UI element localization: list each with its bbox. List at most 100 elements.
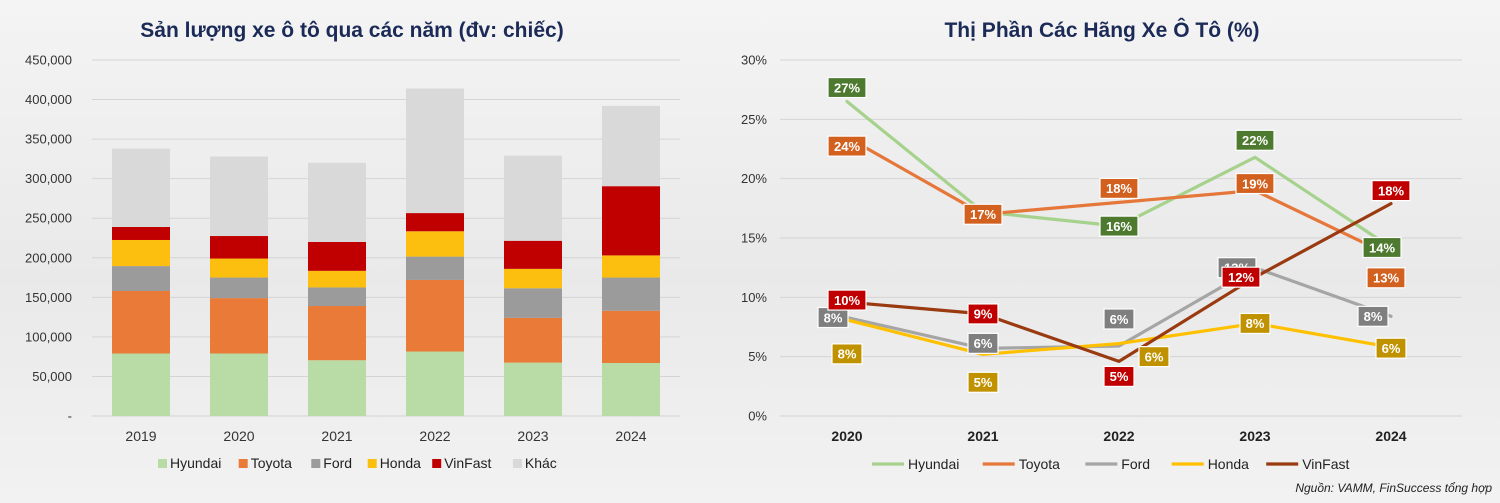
data-label-box — [967, 303, 999, 325]
data-label: 12% — [1221, 266, 1261, 288]
data-label-box — [1103, 308, 1135, 330]
bar-segment — [602, 362, 660, 416]
data-label-box — [1239, 312, 1271, 335]
data-label-text: 18% — [1378, 183, 1404, 198]
bar-segment — [406, 231, 464, 257]
bar-segment — [112, 291, 170, 354]
legend-label: Ford — [323, 455, 352, 471]
legend-label: Honda — [1208, 456, 1249, 472]
bar-series — [112, 88, 660, 416]
bar-x-tick-label: 2019 — [125, 428, 156, 444]
bar-segment — [406, 213, 464, 232]
data-label-text: 9% — [974, 307, 993, 322]
data-label-text: 17% — [970, 207, 996, 222]
legend-label: Honda — [380, 455, 421, 471]
bar-segment — [504, 155, 562, 241]
line-x-axis: 2020 2021 2022 2023 2024 — [831, 428, 1406, 444]
line-y-tick-label: 25% — [741, 112, 767, 127]
series-line — [845, 135, 1393, 258]
data-label-box — [1235, 129, 1275, 151]
bar-chart-title: Sản lượng xe ô tô qua các năm (đv: chiếc… — [140, 19, 563, 42]
data-label-text: 6% — [1145, 349, 1164, 364]
legend-swatch — [238, 459, 248, 468]
data-label-box — [827, 289, 867, 311]
bar-segment — [406, 279, 464, 352]
line-y-tick-label: 5% — [748, 349, 767, 364]
legend-label: Hyundai — [170, 455, 221, 471]
legend-swatch — [367, 459, 377, 468]
legend-label: Toyota — [251, 455, 292, 471]
bar-segment — [112, 266, 170, 292]
legend-label: Khác — [525, 455, 557, 471]
legend-label: Hyundai — [908, 456, 959, 472]
bar-segment — [210, 277, 268, 299]
data-label-box — [827, 76, 867, 99]
bar-segment — [308, 287, 366, 307]
bar-y-tick-label: 150,000 — [25, 290, 72, 305]
series-line — [845, 202, 1393, 363]
data-label: 24% — [827, 135, 867, 157]
legend-label: VinFast — [1302, 456, 1349, 472]
data-label-box — [1103, 365, 1135, 388]
data-label-box — [1235, 172, 1275, 195]
bar-segment — [308, 360, 366, 416]
bar-segment — [504, 288, 562, 318]
data-label-box — [1099, 215, 1139, 237]
data-label-box — [1138, 346, 1170, 368]
bar-legend: Hyundai Toyota Ford Honda VinFast Khác — [158, 455, 557, 471]
legend-label: Toyota — [1019, 456, 1060, 472]
bar-segment — [504, 362, 562, 416]
bar-segment — [308, 270, 366, 288]
bar-y-tick-label: 400,000 — [25, 92, 72, 107]
data-label-box — [967, 371, 999, 393]
line-x-tick-label: 2023 — [1239, 428, 1270, 444]
data-label: 16% — [1099, 215, 1139, 237]
data-label: 6% — [1103, 308, 1135, 330]
bar-segment — [504, 268, 562, 289]
data-label-text: 6% — [974, 336, 993, 351]
data-label: 10% — [827, 289, 867, 311]
data-label: 8% — [1239, 312, 1271, 335]
legend-label: Ford — [1121, 456, 1150, 472]
legend-swatch — [432, 459, 442, 468]
series-line — [845, 318, 1393, 356]
bar-segment — [112, 226, 170, 240]
bar-segment — [602, 277, 660, 311]
line-y-tick-label: 30% — [741, 53, 767, 68]
bar-segment — [112, 148, 170, 227]
line-y-tick-label: 15% — [741, 231, 767, 246]
bar-y-tick-label: 200,000 — [25, 250, 72, 265]
line-x-tick-label: 2020 — [831, 428, 862, 444]
legend-swatch — [311, 459, 321, 468]
data-label: 22% — [1235, 129, 1275, 151]
gridlines — [92, 59, 1462, 417]
data-label: 18% — [1371, 179, 1411, 202]
line-y-axis: 0% 5% 10% 15% 20% 25% 30% — [741, 53, 767, 424]
bar-segment — [602, 186, 660, 256]
bar-segment — [308, 306, 366, 361]
data-label: 14% — [1362, 236, 1402, 259]
legend-label: VinFast — [444, 455, 491, 471]
line-x-tick-label: 2021 — [967, 428, 998, 444]
data-label-box — [967, 332, 999, 354]
line-legend: Hyundai Toyota Ford Honda VinFast — [872, 456, 1350, 472]
data-label: 8% — [1357, 305, 1389, 327]
bar-x-axis: 2019 2020 2021 2022 2023 2024 — [125, 428, 646, 444]
data-label-text: 5% — [974, 375, 993, 390]
bar-segment — [210, 298, 268, 354]
line-chart-title: Thị Phần Các Hãng Xe Ô Tô (%) — [944, 18, 1259, 42]
bar-segment — [210, 353, 268, 416]
data-label-text: 6% — [1110, 312, 1129, 327]
data-label-box — [1371, 179, 1411, 202]
bar-segment — [308, 162, 366, 242]
bar-segment — [406, 88, 464, 214]
bar-y-tick-label: 250,000 — [25, 211, 72, 226]
data-label-box — [1357, 305, 1389, 327]
data-label-text: 8% — [1364, 309, 1383, 324]
data-label: 13% — [1366, 267, 1406, 289]
data-label-text: 8% — [838, 347, 857, 362]
bar-segment — [308, 241, 366, 271]
data-label-text: 22% — [1242, 133, 1268, 148]
data-label: 6% — [967, 332, 999, 354]
